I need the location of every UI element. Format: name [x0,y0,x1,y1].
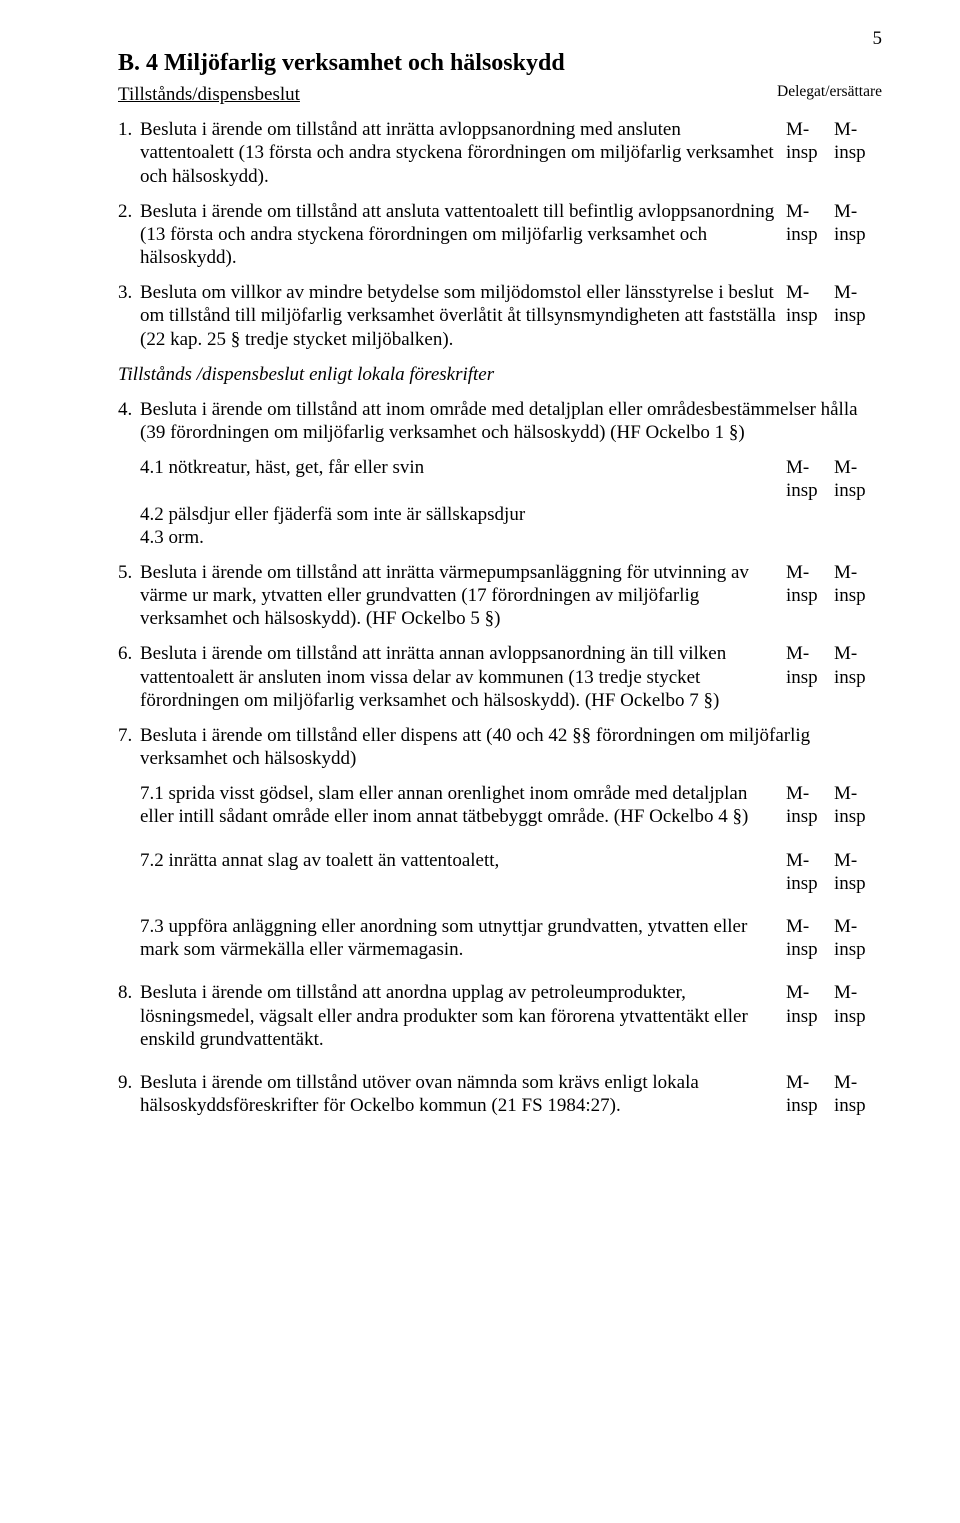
tag-col: M-insp M-insp [786,561,882,607]
tag-col: M-insp M-insp [786,981,882,1027]
tag: M-insp [834,200,882,246]
list-item-4-3: 4.3 orm. [118,526,882,549]
tag: M-insp [834,782,882,828]
tag-col: M-insp M-insp [786,782,882,828]
tag-col: M-insp M-insp [786,642,882,688]
item-text: Besluta i ärende om tillstånd att inrätt… [140,642,776,712]
tag: M-insp [786,981,834,1027]
item-text: Besluta i ärende om tillstånd att anordn… [140,981,776,1051]
tag: M-insp [786,281,834,327]
item-text: Besluta om villkor av mindre betydelse s… [140,281,776,351]
tag-col: M-insp M-insp [786,118,882,164]
tag: M-insp [834,118,882,164]
list-item-4-1: 4.1 nötkreatur, häst, get, får eller svi… [118,456,882,502]
tag: M-insp [834,915,882,961]
sub-heading-row-b: Tillstånds /dispensbeslut enligt lokala … [118,363,882,386]
tag-col: M-insp M-insp [786,456,882,502]
item-text: 7.3 uppföra anläggning eller anordning s… [118,915,776,961]
sub-heading-a: Tillstånds/dispensbeslut [118,83,300,106]
item-number: 2. [118,200,140,270]
item-number: 6. [118,642,140,712]
list-item-5: 5. Besluta i ärende om tillstånd att inr… [118,561,882,631]
item-number: 8. [118,981,140,1051]
list-item-1: 1. Besluta i ärende om tillstånd att inr… [118,118,882,188]
tag: M-insp [786,456,834,502]
tag-col: M-insp M-insp [786,200,882,246]
list-item-7-1: 7.1 sprida visst gödsel, slam eller anna… [118,782,882,828]
tag-col: M-insp M-insp [786,1071,882,1117]
page-number: 5 [873,28,883,50]
tag: M-insp [786,782,834,828]
list-item-4: 4. Besluta i ärende om tillstånd att ino… [118,398,882,444]
item-number: 7. [118,724,140,770]
tag: M-insp [834,981,882,1027]
item-number: 3. [118,281,140,351]
item-number: 5. [118,561,140,631]
list-item-7-3: 7.3 uppföra anläggning eller anordning s… [118,915,882,961]
section-heading: B. 4 Miljöfarlig verksamhet och hälsosky… [118,50,882,77]
document-page: 5 B. 4 Miljöfarlig verksamhet och hälsos… [0,0,960,1523]
list-item-9: 9. Besluta i ärende om tillstånd utöver … [118,1071,882,1117]
item-number: 9. [118,1071,140,1117]
tag: M-insp [834,849,882,895]
list-item-4-2: 4.2 pälsdjur eller fjäderfä som inte är … [118,503,882,526]
item-text: 7.2 inrätta annat slag av toalett än vat… [118,849,776,872]
item-text: 7.1 sprida visst gödsel, slam eller anna… [118,782,776,828]
list-item-7-2: 7.2 inrätta annat slag av toalett än vat… [118,849,882,895]
list-item-3: 3. Besluta om villkor av mindre betydels… [118,281,882,351]
tag: M-insp [786,118,834,164]
tag-col: M-insp M-insp [786,281,882,327]
item-text: 4.1 nötkreatur, häst, get, får eller svi… [118,456,776,479]
item-number: 4. [118,398,140,444]
tag: M-insp [786,915,834,961]
item-text: Besluta i ärende om tillstånd att inom o… [140,398,882,444]
item-text: 4.3 orm. [118,526,882,549]
item-text: Besluta i ärende om tillstånd att anslut… [140,200,776,270]
item-text: 4.2 pälsdjur eller fjäderfä som inte är … [118,503,882,526]
tag: M-insp [786,561,834,607]
item-number: 1. [118,118,140,188]
tag: M-insp [786,642,834,688]
list-item-8: 8. Besluta i ärende om tillstånd att ano… [118,981,882,1051]
delegat-header: Delegat/ersättare [777,83,882,102]
sub-heading-b: Tillstånds /dispensbeslut enligt lokala … [118,363,882,386]
list-item-2: 2. Besluta i ärende om tillstånd att ans… [118,200,882,270]
tag: M-insp [834,1071,882,1117]
list-item-7: 7. Besluta i ärende om tillstånd eller d… [118,724,882,770]
tag: M-insp [786,1071,834,1117]
item-text: Besluta i ärende om tillstånd att inrätt… [140,118,776,188]
subheading-row: Tillstånds/dispensbeslut Delegat/ersätta… [118,83,882,106]
item-text: Besluta i ärende om tillstånd utöver ova… [140,1071,776,1117]
tag: M-insp [834,281,882,327]
tag: M-insp [834,456,882,502]
tag: M-insp [786,200,834,246]
tag: M-insp [834,642,882,688]
tag-col: M-insp M-insp [786,849,882,895]
tag-col: M-insp M-insp [786,915,882,961]
item-text: Besluta i ärende om tillstånd att inrätt… [140,561,776,631]
item-text: Besluta i ärende om tillstånd eller disp… [140,724,882,770]
tag: M-insp [786,849,834,895]
tag: M-insp [834,561,882,607]
list-item-6: 6. Besluta i ärende om tillstånd att inr… [118,642,882,712]
